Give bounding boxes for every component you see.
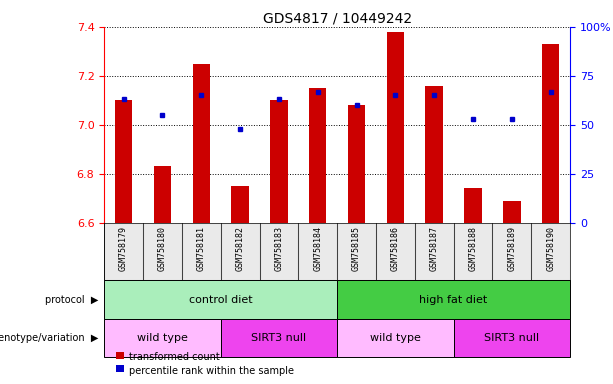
- Bar: [231, 186, 249, 223]
- Bar: [492, 223, 531, 280]
- Text: GSM758188: GSM758188: [468, 226, 478, 271]
- Bar: [299, 223, 337, 280]
- Bar: [425, 86, 443, 223]
- Text: GSM758182: GSM758182: [235, 226, 245, 271]
- Bar: [415, 223, 454, 280]
- Text: GSM758180: GSM758180: [158, 226, 167, 271]
- Bar: [270, 100, 287, 223]
- Text: GSM758189: GSM758189: [508, 226, 516, 271]
- Text: GSM758187: GSM758187: [430, 226, 439, 271]
- Text: GSM758190: GSM758190: [546, 226, 555, 271]
- Bar: [387, 32, 404, 223]
- Text: genotype/variation  ▶: genotype/variation ▶: [0, 333, 98, 343]
- Title: GDS4817 / 10449242: GDS4817 / 10449242: [262, 12, 412, 26]
- Bar: [542, 44, 560, 223]
- Bar: [454, 223, 492, 280]
- Bar: [143, 223, 182, 280]
- Text: GSM758186: GSM758186: [391, 226, 400, 271]
- Text: high fat diet: high fat diet: [419, 295, 488, 305]
- Text: GSM758179: GSM758179: [119, 226, 128, 271]
- Bar: [464, 189, 482, 223]
- Bar: [154, 166, 171, 223]
- Bar: [376, 223, 415, 280]
- Text: GSM758184: GSM758184: [313, 226, 322, 271]
- Text: GSM758181: GSM758181: [197, 226, 206, 271]
- Text: SIRT3 null: SIRT3 null: [484, 333, 539, 343]
- Bar: [104, 223, 143, 280]
- Bar: [337, 280, 570, 319]
- Bar: [531, 223, 570, 280]
- Text: transformed count: transformed count: [129, 352, 219, 362]
- Text: protocol  ▶: protocol ▶: [45, 295, 98, 305]
- Text: control diet: control diet: [189, 295, 253, 305]
- Bar: [259, 223, 299, 280]
- Bar: [115, 100, 132, 223]
- Bar: [454, 319, 570, 357]
- Bar: [104, 319, 221, 357]
- Bar: [309, 88, 327, 223]
- Bar: [182, 223, 221, 280]
- Text: percentile rank within the sample: percentile rank within the sample: [129, 366, 294, 376]
- Text: SIRT3 null: SIRT3 null: [251, 333, 306, 343]
- Text: wild type: wild type: [137, 333, 188, 343]
- Text: wild type: wild type: [370, 333, 421, 343]
- Bar: [503, 201, 520, 223]
- Text: GSM758185: GSM758185: [352, 226, 361, 271]
- Bar: [221, 223, 259, 280]
- Bar: [104, 280, 337, 319]
- Bar: [221, 319, 337, 357]
- Bar: [192, 64, 210, 223]
- Text: GSM758183: GSM758183: [275, 226, 283, 271]
- Bar: [337, 223, 376, 280]
- Bar: [348, 105, 365, 223]
- Bar: [337, 319, 454, 357]
